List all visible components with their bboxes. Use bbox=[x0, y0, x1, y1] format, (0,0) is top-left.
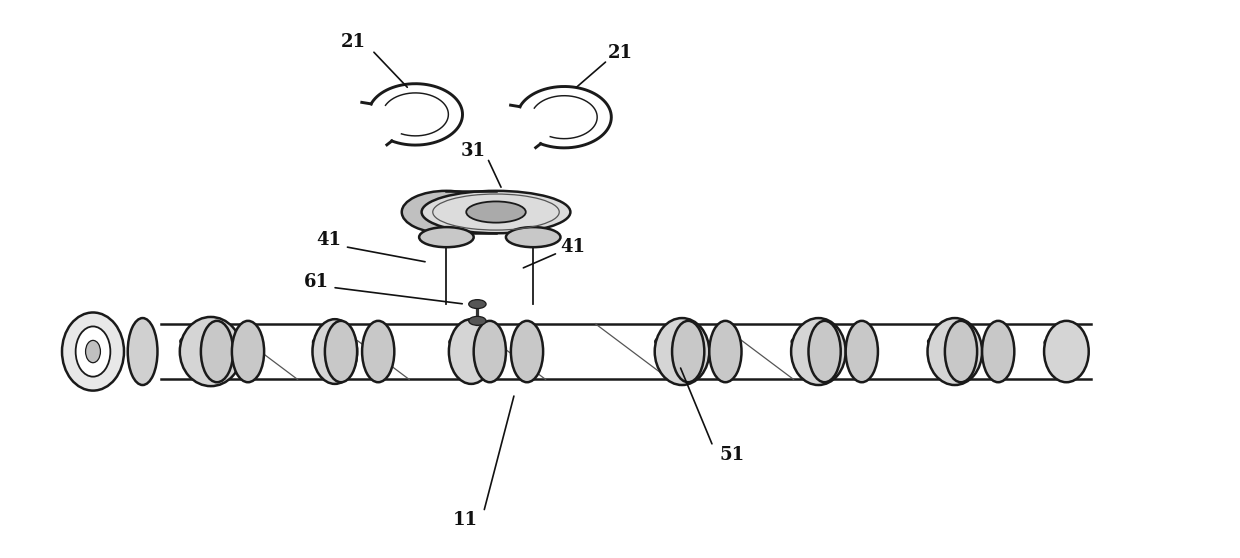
Text: 31: 31 bbox=[461, 142, 486, 160]
Ellipse shape bbox=[312, 319, 357, 384]
Ellipse shape bbox=[180, 317, 242, 386]
Ellipse shape bbox=[62, 312, 124, 391]
Text: 41: 41 bbox=[560, 238, 585, 256]
Ellipse shape bbox=[466, 201, 526, 223]
Ellipse shape bbox=[449, 319, 494, 384]
Ellipse shape bbox=[469, 300, 486, 309]
Ellipse shape bbox=[76, 326, 110, 377]
Ellipse shape bbox=[791, 318, 846, 385]
Ellipse shape bbox=[232, 321, 264, 382]
Ellipse shape bbox=[362, 321, 394, 382]
Ellipse shape bbox=[808, 321, 841, 382]
Ellipse shape bbox=[709, 321, 742, 382]
Text: 41: 41 bbox=[316, 231, 341, 249]
Ellipse shape bbox=[655, 318, 709, 385]
Ellipse shape bbox=[928, 318, 982, 385]
Ellipse shape bbox=[402, 191, 491, 233]
Ellipse shape bbox=[1044, 321, 1089, 382]
Ellipse shape bbox=[422, 191, 570, 233]
Ellipse shape bbox=[325, 321, 357, 382]
Ellipse shape bbox=[672, 321, 704, 382]
Ellipse shape bbox=[201, 321, 233, 382]
Ellipse shape bbox=[86, 340, 100, 363]
Ellipse shape bbox=[982, 321, 1014, 382]
Ellipse shape bbox=[419, 227, 474, 247]
Ellipse shape bbox=[469, 316, 486, 325]
Ellipse shape bbox=[474, 321, 506, 382]
Text: 51: 51 bbox=[719, 446, 744, 464]
Ellipse shape bbox=[846, 321, 878, 382]
Text: 21: 21 bbox=[341, 33, 366, 51]
Text: 61: 61 bbox=[304, 273, 329, 291]
Ellipse shape bbox=[511, 321, 543, 382]
Text: 21: 21 bbox=[608, 44, 632, 62]
Ellipse shape bbox=[945, 321, 977, 382]
Ellipse shape bbox=[128, 318, 157, 385]
Text: 11: 11 bbox=[453, 511, 477, 529]
Ellipse shape bbox=[506, 227, 560, 247]
